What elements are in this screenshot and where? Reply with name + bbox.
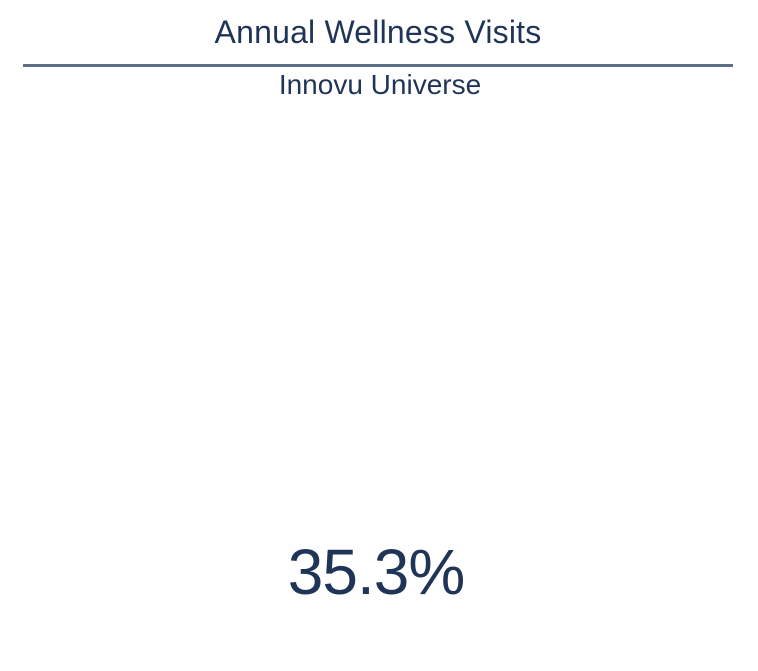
title-divider (23, 64, 733, 67)
kpi-value: 35.3% (287, 536, 465, 608)
card-subtitle: Innovu Universe (278, 69, 482, 100)
card-title: Annual Wellness Visits (214, 14, 542, 50)
